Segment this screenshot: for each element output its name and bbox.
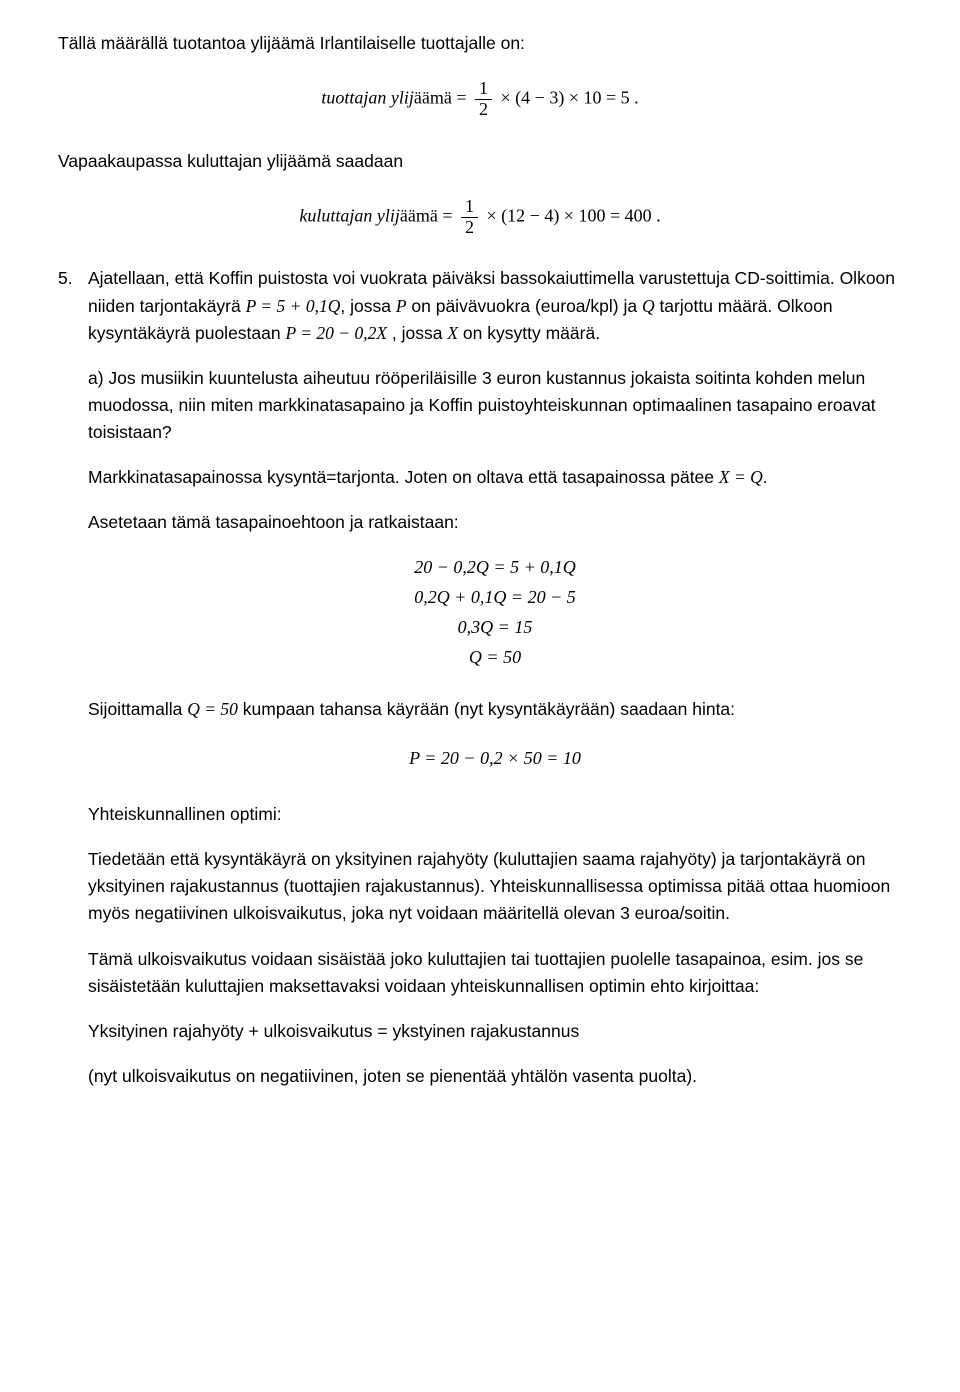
- paragraph-solve-intro: Asetetaan tämä tasapainoehtoon ja ratkai…: [88, 509, 902, 536]
- question-5: 5. Ajatellaan, että Koffin puistosta voi…: [58, 265, 902, 1108]
- question-5a: a) Jos musiikin kuuntelusta aiheutuu röö…: [88, 365, 902, 446]
- equation-system: 20 − 0,2Q = 5 + 0,1Q 0,2Q + 0,1Q = 20 − …: [88, 554, 902, 672]
- question-number: 5.: [58, 265, 88, 1108]
- paragraph-consumer-surplus-intro: Vapaakaupassa kuluttajan ylijäämä saadaa…: [58, 148, 902, 175]
- question-5-setup: Ajatellaan, että Koffin puistosta voi vu…: [88, 265, 902, 346]
- heading-social-optimum: Yhteiskunnallinen optimi:: [88, 801, 902, 828]
- paragraph-social-optimum-2: Tämä ulkoisvaikutus voidaan sisäistää jo…: [88, 946, 902, 1000]
- equation-condition-text: Yksityinen rajahyöty + ulkoisvaikutus = …: [88, 1018, 902, 1045]
- paragraph-note-negative: (nyt ulkoisvaikutus on negatiivinen, jot…: [88, 1063, 902, 1090]
- equation-price: P = 20 − 0,2 × 50 = 10: [88, 745, 902, 773]
- paragraph-producer-surplus-intro: Tällä määrällä tuotantoa ylijäämä Irlant…: [58, 30, 902, 57]
- equation-consumer-surplus: kuluttajan ylijäämä = 1 2 × (12 − 4) × 1…: [58, 197, 902, 238]
- paragraph-social-optimum-1: Tiedetään että kysyntäkäyrä on yksityine…: [88, 846, 902, 927]
- equation-producer-surplus: tuottajan ylijäämä = 1 2 × (4 − 3) × 10 …: [58, 79, 902, 120]
- paragraph-substitute: Sijoittamalla Q = 50 kumpaan tahansa käy…: [88, 696, 902, 723]
- paragraph-market-equilibrium: Markkinatasapainossa kysyntä=tarjonta. J…: [88, 464, 902, 491]
